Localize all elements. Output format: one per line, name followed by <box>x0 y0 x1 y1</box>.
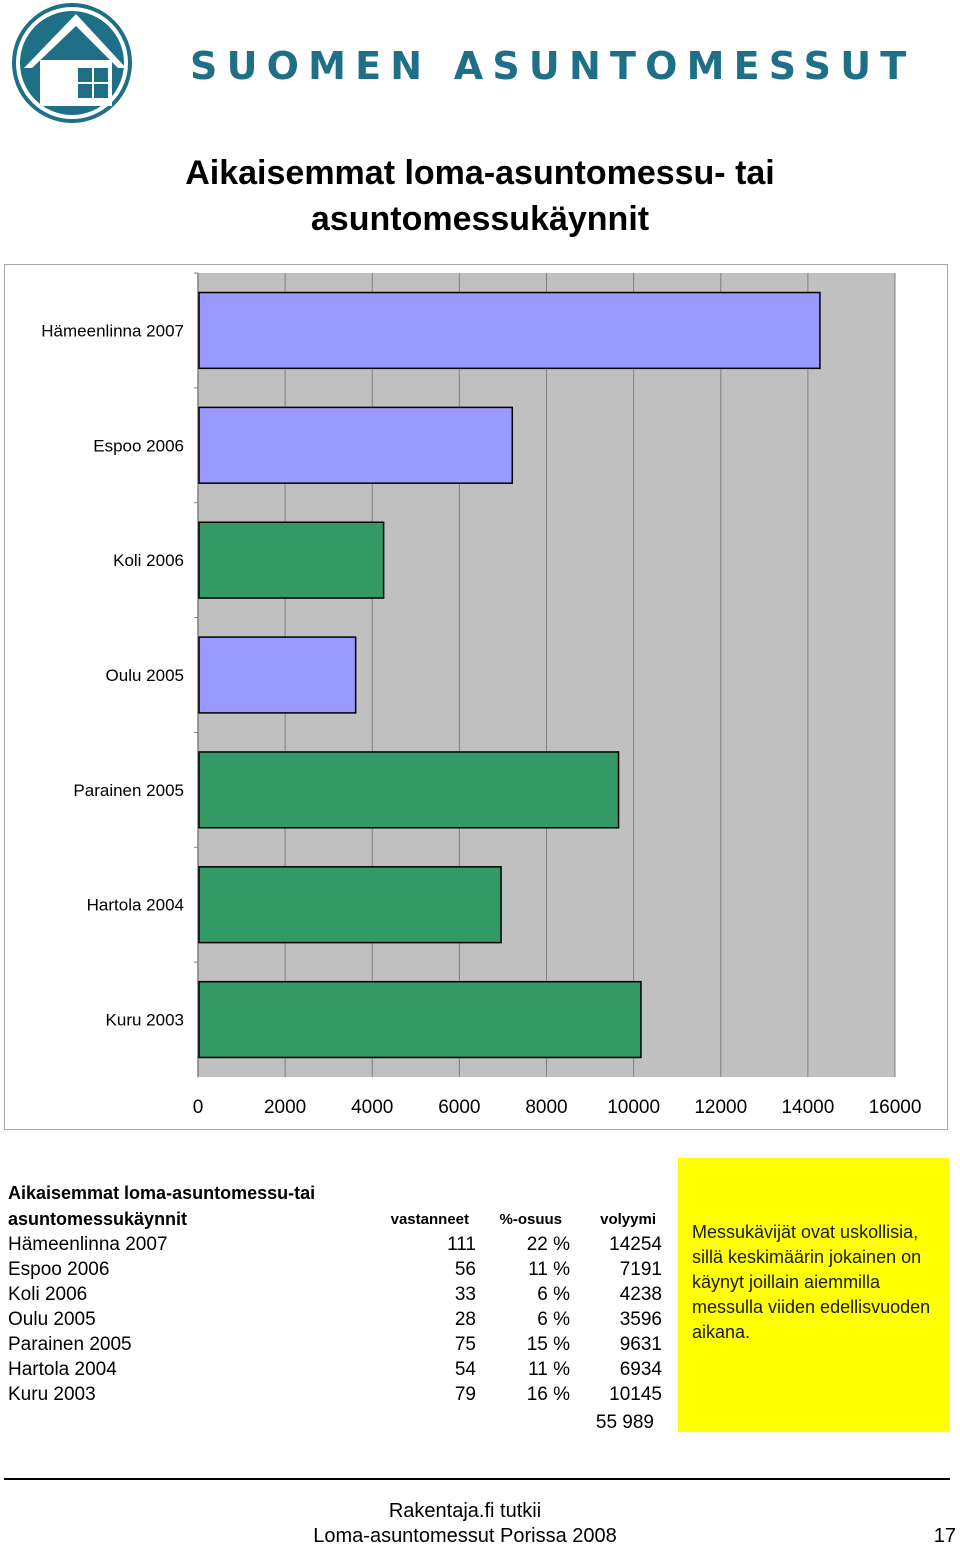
category-label: Hartola 2004 <box>87 896 184 915</box>
x-tick-label: 14000 <box>781 1097 834 1118</box>
category-label: Kuru 2003 <box>106 1011 184 1030</box>
footer-report-title: Loma-asuntomessut Porissa 2008 <box>313 1525 617 1547</box>
row-respondents: 33 <box>454 1284 476 1305</box>
x-tick-label: 0 <box>193 1097 204 1118</box>
table-row: Kuru 2003 79 16 % 10145 <box>8 1382 668 1407</box>
table-heading: Aikaisemmat loma-asuntomessu-tai asuntom… <box>8 1183 316 1229</box>
bar-koli-2006 <box>198 521 385 599</box>
bar-hartola-2004 <box>198 866 502 944</box>
row-name: Oulu 2005 <box>8 1309 96 1330</box>
row-respondents: 54 <box>454 1359 476 1380</box>
row-respondents: 56 <box>454 1259 476 1280</box>
note-text: Messukävijät ovat uskollisia, sillä kesk… <box>692 1222 931 1342</box>
row-name: Hämeenlinna 2007 <box>8 1234 168 1255</box>
bar-kuru-2003 <box>198 980 642 1059</box>
row-volume: 4238 <box>619 1284 662 1305</box>
note-box: Messukävijät ovat uskollisia, sillä kesk… <box>678 1158 949 1432</box>
column-header-volume: volyymi <box>600 1211 656 1228</box>
column-header-respondents: vastanneet <box>390 1211 469 1228</box>
table-row: Oulu 2005 28 6 % 3596 <box>8 1307 668 1332</box>
x-tick-label: 10000 <box>607 1097 660 1118</box>
table-row: Koli 2006 33 6 % 4238 <box>8 1282 668 1307</box>
row-volume: 9631 <box>619 1334 662 1355</box>
row-volume: 3596 <box>619 1309 662 1330</box>
page-title: Aikaisemmat loma-asuntomessu- tai asunto… <box>185 154 775 238</box>
row-respondents: 111 <box>447 1234 476 1255</box>
category-label: Oulu 2005 <box>106 666 184 685</box>
table-row: Hämeenlinna 2007 111 22 % 14254 <box>8 1232 668 1257</box>
house-logo-icon <box>12 3 132 123</box>
category-label: Espoo 2006 <box>93 436 184 455</box>
x-tick-label: 8000 <box>525 1097 567 1118</box>
row-respondents: 79 <box>454 1384 476 1405</box>
row-share: 6 % <box>537 1284 570 1305</box>
row-respondents: 75 <box>454 1334 476 1355</box>
table-row: Espoo 2006 56 11 % 7191 <box>8 1257 668 1282</box>
brand-name: SUOMEN ASUNTOMESSUT <box>190 44 916 88</box>
column-header-share: %-osuus <box>499 1211 562 1228</box>
category-label: Hämeenlinna 2007 <box>41 321 184 340</box>
row-respondents: 28 <box>454 1309 476 1330</box>
bar-hämeenlinna-2007 <box>198 291 821 370</box>
row-share: 6 % <box>537 1309 570 1330</box>
bar-espoo-2006 <box>198 406 514 484</box>
bar-parainen-2005 <box>198 751 620 829</box>
total-volume: 55 989 <box>595 1412 654 1433</box>
row-share: 22 % <box>526 1234 570 1255</box>
table-row: Parainen 2005 75 15 % 9631 <box>8 1332 668 1357</box>
x-tick-label: 2000 <box>264 1097 306 1118</box>
row-volume: 14254 <box>609 1234 662 1255</box>
bar-oulu-2005 <box>198 636 357 714</box>
footer-divider <box>4 1478 950 1480</box>
x-tick-label: 12000 <box>694 1097 747 1118</box>
row-name: Koli 2006 <box>8 1284 88 1305</box>
row-name: Hartola 2004 <box>8 1359 117 1380</box>
bar-chart: Hämeenlinna 2007 Espoo 2006 Koli 2006 Oulu … <box>41 272 922 1118</box>
page-number: 17 <box>933 1525 956 1547</box>
row-name: Kuru 2003 <box>8 1384 96 1405</box>
row-volume: 7191 <box>619 1259 662 1280</box>
x-tick-label: 16000 <box>869 1097 922 1118</box>
row-share: 11 % <box>528 1259 570 1280</box>
chart-frame: Hämeenlinna 2007 Espoo 2006 Koli 2006 Oulu … <box>4 264 948 1130</box>
row-volume: 6934 <box>619 1359 662 1380</box>
row-name: Espoo 2006 <box>8 1259 110 1280</box>
table-row: Hartola 2004 54 11 % 6934 <box>8 1357 668 1382</box>
row-share: 16 % <box>526 1384 570 1405</box>
row-share: 15 % <box>526 1334 570 1355</box>
row-volume: 10145 <box>609 1384 662 1405</box>
category-label: Koli 2006 <box>113 551 184 570</box>
category-label: Parainen 2005 <box>73 781 184 800</box>
footer-source: Rakentaja.fi tutkii <box>388 1500 542 1522</box>
company-logo <box>6 2 138 124</box>
row-name: Parainen 2005 <box>8 1334 132 1355</box>
x-tick-label: 6000 <box>438 1097 480 1118</box>
row-share: 11 % <box>528 1359 570 1380</box>
x-tick-label: 4000 <box>351 1097 393 1118</box>
